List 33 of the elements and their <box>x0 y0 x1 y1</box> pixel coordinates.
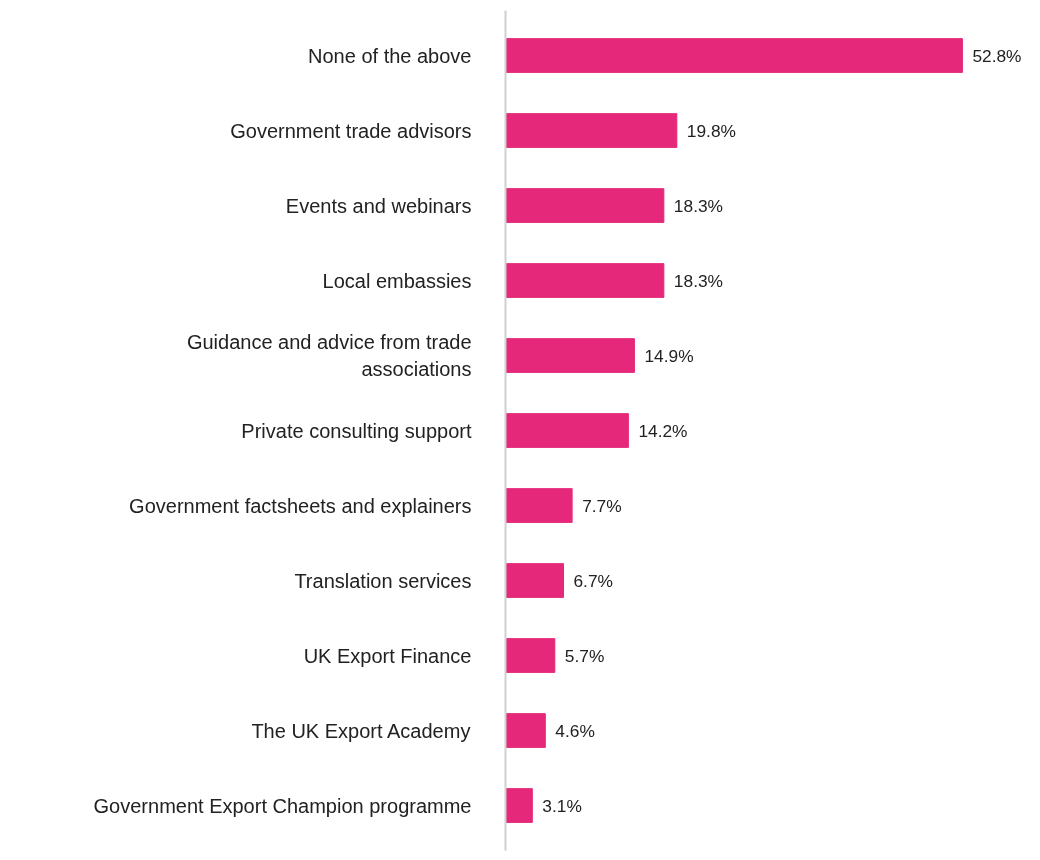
bar <box>505 788 533 823</box>
bar <box>505 188 665 223</box>
bar <box>505 338 635 373</box>
data-label: 52.8% <box>972 45 1022 66</box>
data-label: 19.8% <box>686 120 736 141</box>
y-tick-label: Private consulting support <box>241 419 472 442</box>
data-label: 4.6% <box>555 720 595 741</box>
bar <box>505 38 963 73</box>
y-tick-label: Government Export Champion programme <box>93 794 472 817</box>
y-tick-label: Translation services <box>294 569 472 592</box>
y-tick-label: Government factsheets and explainers <box>129 494 472 517</box>
y-tick-label: Guidance and advice from trade associations <box>186 331 472 380</box>
bar <box>505 563 564 598</box>
data-label: 14.2% <box>638 420 688 441</box>
bar <box>505 638 556 673</box>
data-label: 7.7% <box>582 495 622 516</box>
y-tick-label: UK Export Finance <box>303 644 472 667</box>
data-label: 18.3% <box>673 270 723 291</box>
y-tick-label: The UK Export Academy <box>251 719 471 742</box>
bar <box>505 413 629 448</box>
bar <box>505 488 573 523</box>
data-label: 14.9% <box>644 345 694 366</box>
bar <box>505 113 678 148</box>
y-tick-label: Local embassies <box>322 269 472 292</box>
data-label: 18.3% <box>673 195 723 216</box>
bar <box>505 263 665 298</box>
data-label: 3.1% <box>542 795 582 816</box>
data-label: 5.7% <box>564 645 605 666</box>
y-tick-label: Government trade advisors <box>230 119 472 142</box>
y-tick-label: None of the above <box>308 44 472 67</box>
bar <box>505 713 546 748</box>
y-tick-label: Events and webinars <box>285 194 472 217</box>
data-label: 6.7% <box>573 570 613 591</box>
